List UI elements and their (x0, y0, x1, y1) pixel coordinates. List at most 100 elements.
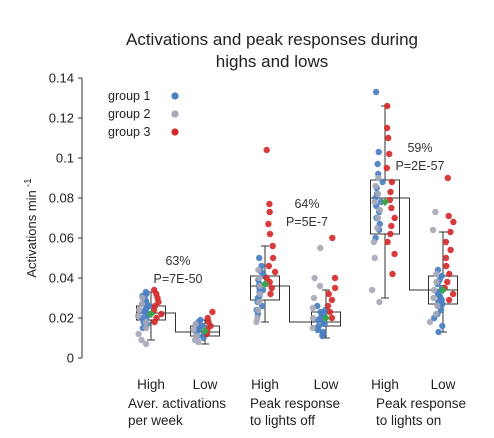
data-point-group-3 (209, 308, 216, 316)
p-value-annotation: P=2E-57 (396, 159, 445, 173)
data-point-group-1 (319, 332, 326, 340)
data-point-group-2 (142, 318, 150, 326)
legend-label: group 3 (108, 125, 150, 139)
data-point-group-3 (387, 188, 394, 196)
data-point-group-2 (311, 274, 318, 282)
data-point-group-3 (449, 290, 457, 298)
data-point-group-2 (432, 208, 439, 216)
chart-title-line-1: Activations and peak responses during (126, 30, 418, 49)
mean-marker (322, 314, 330, 322)
data-points (134, 88, 457, 348)
data-point-group-2 (376, 298, 383, 306)
data-point-group-3 (443, 262, 450, 270)
data-point-group-3 (450, 218, 457, 226)
data-point-group-3 (263, 146, 270, 154)
data-point-group-3 (329, 234, 336, 242)
data-point-group-1 (435, 328, 442, 336)
data-point-group-2 (135, 306, 143, 314)
data-point-group-2 (138, 336, 145, 344)
data-point-group-2 (371, 198, 378, 206)
data-point-group-3 (444, 278, 451, 286)
panel-label: Peak response (250, 396, 340, 411)
p-value-annotation: P=5E-7 (286, 215, 328, 229)
data-point-group-3 (442, 238, 450, 246)
data-point-group-3 (447, 246, 454, 254)
data-point-group-2 (143, 324, 150, 332)
data-point-group-2 (376, 206, 384, 214)
data-point-group-2 (253, 318, 260, 326)
data-point-group-1 (256, 254, 263, 262)
data-point-group-2 (369, 286, 376, 294)
data-point-group-2 (429, 226, 437, 234)
panel-label: Peak response (376, 396, 466, 411)
data-point-group-3 (328, 314, 336, 322)
percent-annotation: 59% (407, 141, 432, 155)
y-tick-label: 0.06 (49, 231, 74, 246)
data-point-group-3 (388, 178, 396, 186)
data-point-group-2 (309, 324, 316, 332)
data-point-group-3 (384, 238, 391, 246)
y-tick-label: 0.02 (49, 311, 74, 326)
data-point-group-2 (309, 304, 316, 312)
data-point-group-3 (271, 268, 279, 276)
legend-swatch (171, 110, 179, 118)
data-point-group-2 (134, 312, 142, 320)
data-point-group-2 (433, 270, 440, 278)
data-point-group-3 (445, 296, 453, 304)
data-point-group-3 (151, 318, 158, 326)
mean-marker (439, 286, 447, 294)
panel-label: to lights on (376, 413, 441, 428)
data-point-group-3 (388, 222, 395, 230)
panel-label: per week (128, 413, 183, 428)
y-tick-label: 0.08 (49, 191, 74, 206)
data-point-group-3 (442, 254, 450, 262)
data-point-group-1 (321, 320, 328, 328)
y-tick-label: 0.1 (56, 151, 74, 166)
mean-marker (381, 198, 389, 206)
category-label: High (371, 377, 399, 392)
data-point-group-3 (265, 262, 273, 270)
data-point-group-3 (385, 134, 392, 142)
y-axis: 0 0.02 0.04 0.06 0.08 0.1 0.12 0.14 (49, 71, 83, 366)
data-point-group-2 (310, 294, 318, 302)
chart-title-line-2: highs and lows (216, 52, 328, 71)
data-point-group-3 (446, 270, 453, 278)
legend-label: group 2 (108, 107, 150, 121)
legend-label: group 1 (108, 89, 150, 103)
data-point-group-3 (269, 242, 276, 250)
category-label: Low (193, 377, 218, 392)
category-label: Low (314, 377, 339, 392)
data-point-group-3 (383, 124, 391, 132)
data-point-group-2 (375, 174, 382, 182)
p-value-annotation: P=7E-50 (154, 272, 203, 286)
data-point-group-3 (444, 174, 451, 182)
data-point-group-3 (383, 164, 390, 172)
data-point-group-3 (325, 290, 332, 298)
data-point-group-3 (328, 296, 336, 304)
mean-marker (201, 327, 209, 335)
data-point-group-2 (433, 278, 440, 286)
data-point-group-3 (331, 274, 339, 282)
category-label: High (137, 377, 165, 392)
legend-swatch (171, 128, 179, 136)
category-label: Low (431, 377, 456, 392)
panel-label: Aver. activations (128, 396, 226, 411)
data-point-group-2 (430, 294, 437, 302)
y-tick-label: 0.14 (49, 71, 74, 86)
data-point-group-2 (256, 290, 263, 298)
data-point-group-1 (379, 178, 386, 186)
y-tick-label: 0.12 (49, 111, 74, 126)
data-point-group-2 (372, 182, 379, 190)
data-point-group-3 (268, 284, 275, 292)
data-point-group-3 (388, 204, 395, 212)
data-point-group-1 (375, 148, 382, 156)
category-labels: 63% P=7E-50 High Low Aver. activations per we… (128, 141, 466, 428)
data-point-group-3 (269, 254, 277, 262)
data-point-group-3 (265, 220, 272, 228)
data-point-group-3 (266, 208, 273, 216)
data-point-group-2 (192, 320, 199, 328)
data-point-group-2 (255, 266, 262, 274)
y-tick-label: 0.04 (49, 271, 74, 286)
data-point-group-2 (370, 238, 378, 246)
